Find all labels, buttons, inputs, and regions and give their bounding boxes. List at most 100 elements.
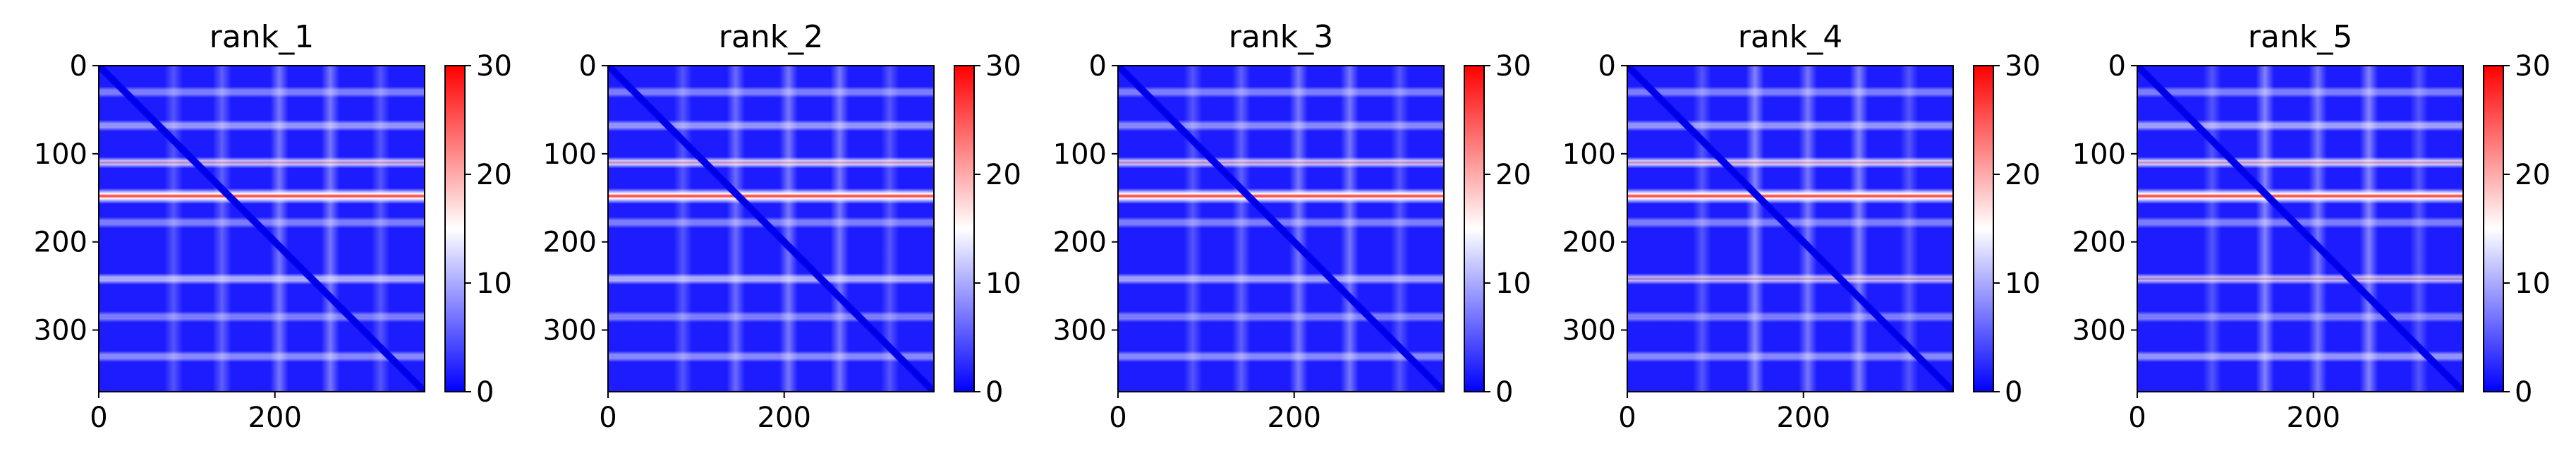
heatmap-row-band bbox=[99, 351, 425, 363]
heatmap-row-band bbox=[1627, 273, 1953, 285]
x-tick-label: 200 bbox=[1777, 402, 1830, 434]
heatmap-row-band bbox=[2137, 311, 2463, 323]
panel-title: rank_4 bbox=[1738, 19, 1842, 55]
heatmap-diagonal-core bbox=[1118, 66, 1444, 392]
heatmap-column-band bbox=[2308, 66, 2327, 392]
heatmap-row-band bbox=[2137, 157, 2463, 169]
plot-frame bbox=[98, 65, 425, 392]
y-tick-label: 100 bbox=[543, 138, 597, 171]
heatmap-column-band bbox=[830, 66, 849, 392]
heatmap-row-band bbox=[1627, 86, 1953, 98]
x-tick-label: 0 bbox=[2128, 402, 2146, 434]
y-tick-label: 0 bbox=[70, 50, 87, 83]
colorbar-tick-label: 30 bbox=[2005, 50, 2041, 83]
heatmap-row-band bbox=[608, 217, 934, 229]
y-tick-label: 0 bbox=[2108, 50, 2126, 83]
colorbar-tick-label: 0 bbox=[2515, 376, 2532, 409]
heatmap-row-band bbox=[1118, 217, 1444, 229]
y-tick-label: 100 bbox=[34, 138, 87, 171]
colorbar-tick-label: 30 bbox=[1495, 50, 1531, 83]
y-tick-label: 200 bbox=[1053, 227, 1107, 259]
heatmap-image bbox=[1118, 66, 1444, 392]
heatmap-row-band bbox=[1627, 351, 1953, 363]
heatmap-row-band bbox=[99, 311, 425, 323]
colorbar bbox=[444, 65, 466, 392]
heatmap-row-band bbox=[2137, 351, 2463, 363]
colorbar-tick-label: 10 bbox=[1495, 267, 1531, 300]
heatmap-column-band bbox=[2256, 66, 2275, 392]
x-tick-label: 200 bbox=[248, 402, 302, 434]
heatmap-diagonal-core bbox=[2137, 66, 2463, 392]
heatmap-row-band bbox=[1118, 86, 1444, 98]
plot-frame bbox=[1117, 65, 1445, 392]
heatmap-row-band bbox=[608, 157, 934, 169]
heatmap-column-band bbox=[674, 66, 693, 392]
colorbar-tick-label: 0 bbox=[2005, 376, 2022, 409]
heatmap-row-band bbox=[99, 86, 425, 98]
x-tick-label: 0 bbox=[1109, 402, 1126, 434]
heatmap-row-band bbox=[1118, 311, 1444, 323]
plot-frame bbox=[1627, 65, 1954, 392]
heatmap-panel-2: rank_2 0 200 0 100 200 300 0 10 20 30 bbox=[543, 19, 1021, 434]
y-tick-label: 300 bbox=[1562, 315, 1616, 347]
heatmap-row-band bbox=[608, 273, 934, 285]
x-tick-label: 0 bbox=[1618, 402, 1636, 434]
plot-frame bbox=[2137, 65, 2464, 392]
x-tick-label: 0 bbox=[599, 402, 616, 434]
heatmap-row-band bbox=[1627, 311, 1953, 323]
heatmap-row-band bbox=[1627, 157, 1953, 169]
heatmap-row-band bbox=[1118, 119, 1444, 131]
colorbar bbox=[954, 65, 975, 392]
y-tick-label: 100 bbox=[1562, 138, 1616, 171]
heatmap-row-band bbox=[99, 273, 425, 285]
heatmap-panel-4: rank_4 0 200 0 100 200 300 0 10 20 30 bbox=[1562, 19, 2041, 434]
colorbar-tick-label: 20 bbox=[2515, 159, 2551, 191]
panel-title: rank_1 bbox=[209, 19, 314, 55]
colorbar-tick-label: 0 bbox=[476, 376, 494, 409]
heatmap-row-band bbox=[2137, 188, 2463, 204]
panel-title: rank_3 bbox=[1229, 19, 1333, 55]
heatmap-column-band bbox=[269, 66, 288, 392]
heatmap-diagonal-core bbox=[608, 66, 934, 392]
heatmap-column-band bbox=[2203, 66, 2222, 392]
x-tick-label: 200 bbox=[2287, 402, 2340, 434]
x-tick-label: 200 bbox=[758, 402, 811, 434]
heatmap-image bbox=[99, 66, 425, 392]
heatmap-row-band bbox=[99, 157, 425, 169]
y-tick-label: 300 bbox=[543, 315, 597, 347]
heatmap-panel-1: rank_1 0 200 0 100 200 300 0 10 20 30 bbox=[34, 19, 512, 434]
y-tick-label: 0 bbox=[579, 50, 597, 83]
heatmap-row-band bbox=[1627, 119, 1953, 131]
heatmap-diagonal-core bbox=[99, 66, 425, 392]
heatmap-row-band bbox=[608, 351, 934, 363]
y-tick-label: 200 bbox=[1562, 227, 1616, 259]
heatmap-column-band bbox=[1849, 66, 1869, 392]
heatmap-column-band bbox=[321, 66, 340, 392]
y-tick-label: 0 bbox=[1598, 50, 1616, 83]
y-tick-label: 300 bbox=[2072, 315, 2126, 347]
heatmap-image bbox=[2137, 66, 2463, 392]
heatmap-column-band bbox=[1289, 66, 1308, 392]
y-tick-label: 200 bbox=[34, 227, 87, 259]
colorbar-tick-label: 20 bbox=[1495, 159, 1531, 191]
y-tick-label: 0 bbox=[1089, 50, 1107, 83]
heatmap-row-band bbox=[1118, 351, 1444, 363]
heatmap-column-band bbox=[1798, 66, 1817, 392]
heatmap-row-band bbox=[608, 86, 934, 98]
heatmap-diagonal-core bbox=[1627, 66, 1953, 392]
heatmap-row-band bbox=[608, 188, 934, 204]
colorbar bbox=[1464, 65, 1485, 392]
colorbar-tick-label: 30 bbox=[2515, 50, 2551, 83]
colorbar-tick-label: 30 bbox=[476, 50, 512, 83]
plot-frame bbox=[607, 65, 935, 392]
panel-title: rank_5 bbox=[2248, 19, 2352, 55]
heatmap-image bbox=[1627, 66, 1953, 392]
colorbar-tick-label: 0 bbox=[985, 376, 1003, 409]
heatmap-column-band bbox=[2359, 66, 2378, 392]
colorbar bbox=[2483, 65, 2504, 392]
heatmap-row-band bbox=[2137, 119, 2463, 131]
colorbar-tick-label: 10 bbox=[476, 267, 512, 300]
heatmap-panel-5: rank_5 0 200 0 100 200 300 0 10 20 30 bbox=[2072, 19, 2551, 434]
heatmap-column-band bbox=[1693, 66, 1712, 392]
